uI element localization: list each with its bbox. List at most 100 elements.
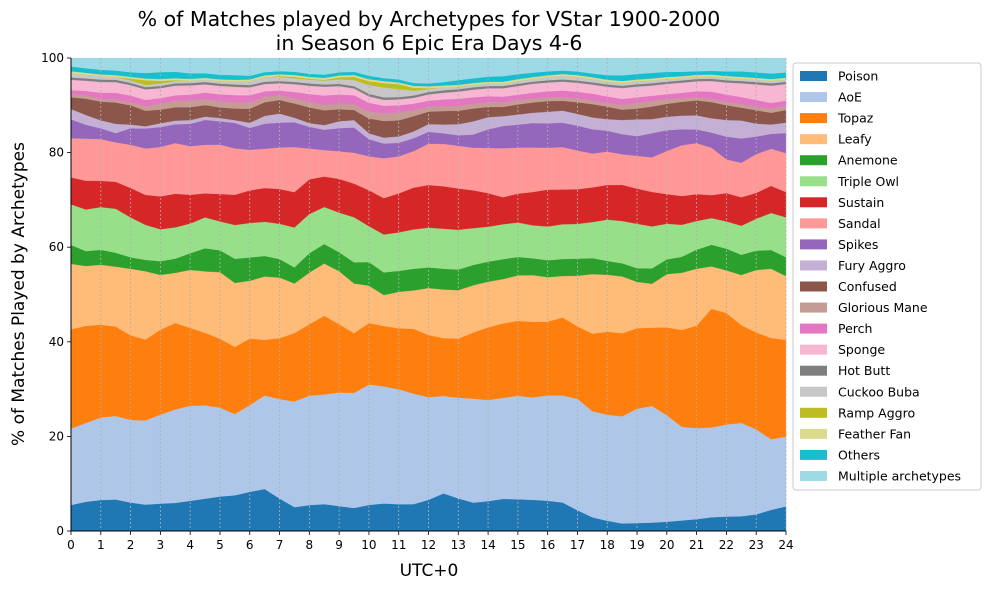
legend-swatch bbox=[800, 218, 827, 229]
x-tick-label: 17 bbox=[570, 538, 585, 552]
x-tick-label: 7 bbox=[276, 538, 284, 552]
x-tick-label: 24 bbox=[778, 538, 793, 552]
legend-item-feather-fan: Feather Fan bbox=[800, 426, 911, 441]
y-axis-ticks: 0 20 40 60 80 100 bbox=[41, 51, 71, 538]
legend-item-triple-owl: Triple Owl bbox=[800, 174, 899, 189]
legend-label: Others bbox=[838, 447, 880, 462]
y-tick-label: 60 bbox=[49, 240, 64, 254]
legend-frame bbox=[792, 62, 982, 491]
legend-swatch bbox=[800, 134, 827, 145]
legend-swatch bbox=[800, 344, 827, 355]
x-tick-label: 0 bbox=[67, 538, 75, 552]
x-tick-label: 21 bbox=[689, 538, 704, 552]
x-tick-label: 18 bbox=[600, 538, 615, 552]
legend-label: Topaz bbox=[837, 111, 874, 126]
legend-swatch bbox=[800, 470, 827, 481]
legend-swatch bbox=[800, 113, 827, 124]
legend-swatch bbox=[800, 92, 827, 103]
legend-swatch bbox=[800, 239, 827, 250]
legend-item-multiple-archetypes: Multiple archetypes bbox=[800, 468, 961, 483]
x-tick-label: 4 bbox=[186, 538, 194, 552]
x-tick-label: 15 bbox=[510, 538, 525, 552]
legend-item-leafy: Leafy bbox=[800, 132, 872, 147]
x-tick-label: 6 bbox=[246, 538, 254, 552]
legend-item-confused: Confused bbox=[800, 279, 897, 294]
legend-item-cuckoo-buba: Cuckoo Buba bbox=[800, 384, 920, 399]
legend-item-glorious-mane: Glorious Mane bbox=[800, 300, 928, 315]
x-axis-title: UTC+0 bbox=[400, 561, 459, 581]
y-tick-label: 0 bbox=[56, 524, 64, 538]
legend-swatch bbox=[800, 449, 827, 460]
legend-swatch bbox=[800, 197, 827, 208]
legend-swatch bbox=[800, 176, 827, 187]
legend-swatch bbox=[800, 71, 827, 81]
legend-item-spikes: Spikes bbox=[800, 237, 878, 252]
legend-item-fury-aggro: Fury Aggro bbox=[800, 258, 906, 273]
x-tick-label: 1 bbox=[97, 538, 105, 552]
chart-title-group: % of Matches played by Archetypes for VS… bbox=[138, 7, 721, 55]
legend-label: Poison bbox=[838, 69, 878, 84]
x-tick-label: 5 bbox=[216, 538, 224, 552]
legend-swatch bbox=[800, 155, 827, 166]
legend-label: Anemone bbox=[838, 153, 898, 168]
legend-item-sandal: Sandal bbox=[800, 216, 881, 231]
x-tick-label: 10 bbox=[361, 538, 376, 552]
legend-item-sustain: Sustain bbox=[800, 195, 884, 210]
x-tick-label: 23 bbox=[749, 538, 764, 552]
legend-item-ramp-aggro: Ramp Aggro bbox=[800, 405, 915, 420]
y-tick-label: 100 bbox=[41, 51, 64, 65]
legend-swatch bbox=[800, 281, 827, 292]
x-axis-ticks: 0 1 2 3 4 5 6 7 8 9 10 11 12 13 14 15 16 17 18 19 20 21 22 23 24 bbox=[67, 531, 794, 552]
chart-subtitle: in Season 6 Epic Era Days 4-6 bbox=[276, 31, 583, 55]
legend: Poison AoE Topaz Leafy Anemone Triple Owl Sust… bbox=[792, 62, 982, 491]
legend-swatch bbox=[800, 365, 827, 376]
legend-label: Fury Aggro bbox=[838, 258, 906, 273]
x-tick-label: 8 bbox=[306, 538, 314, 552]
legend-item-aoe: AoE bbox=[800, 90, 862, 105]
legend-label: Sponge bbox=[838, 342, 885, 357]
legend-label: Sustain bbox=[838, 195, 884, 210]
legend-item-topaz: Topaz bbox=[800, 111, 874, 126]
legend-label: Ramp Aggro bbox=[838, 405, 915, 420]
x-tick-label: 22 bbox=[719, 538, 734, 552]
legend-item-perch: Perch bbox=[800, 321, 872, 336]
legend-label: Glorious Mane bbox=[838, 300, 928, 315]
x-tick-label: 2 bbox=[127, 538, 135, 552]
x-tick-label: 3 bbox=[157, 538, 165, 552]
legend-swatch bbox=[800, 260, 827, 271]
legend-label: Sandal bbox=[838, 216, 881, 231]
legend-item-hot-butt: Hot Butt bbox=[800, 363, 890, 378]
legend-label: Cuckoo Buba bbox=[838, 384, 920, 399]
x-tick-label: 14 bbox=[480, 538, 495, 552]
legend-item-anemone: Anemone bbox=[800, 153, 898, 168]
legend-label: Multiple archetypes bbox=[838, 468, 961, 483]
legend-swatch bbox=[800, 407, 827, 418]
x-tick-label: 13 bbox=[451, 538, 466, 552]
legend-swatch bbox=[800, 323, 827, 334]
x-tick-label: 9 bbox=[335, 538, 343, 552]
x-tick-label: 20 bbox=[659, 538, 674, 552]
chart-title: % of Matches played by Archetypes for VS… bbox=[138, 7, 721, 31]
legend-swatch bbox=[800, 302, 827, 313]
legend-item-poison: Poison bbox=[800, 69, 878, 84]
x-tick-label: 19 bbox=[629, 538, 644, 552]
x-tick-label: 11 bbox=[391, 538, 406, 552]
y-tick-label: 80 bbox=[49, 146, 64, 160]
x-tick-label: 16 bbox=[540, 538, 555, 552]
y-tick-label: 40 bbox=[49, 335, 64, 349]
legend-swatch bbox=[800, 428, 827, 439]
legend-label: Hot Butt bbox=[838, 363, 890, 378]
legend-label: Feather Fan bbox=[838, 426, 911, 441]
legend-label: Confused bbox=[838, 279, 897, 294]
y-axis-title: % of Matches Played by Archetypes bbox=[9, 142, 29, 446]
vertical-gridlines bbox=[100, 58, 787, 531]
legend-label: Triple Owl bbox=[837, 174, 899, 189]
legend-label: Perch bbox=[838, 321, 872, 336]
legend-item-sponge: Sponge bbox=[800, 342, 885, 357]
legend-label: Spikes bbox=[838, 237, 878, 252]
legend-swatch bbox=[800, 386, 827, 397]
legend-label: Leafy bbox=[838, 132, 872, 147]
x-tick-label: 12 bbox=[421, 538, 436, 552]
legend-item-others: Others bbox=[800, 447, 880, 462]
